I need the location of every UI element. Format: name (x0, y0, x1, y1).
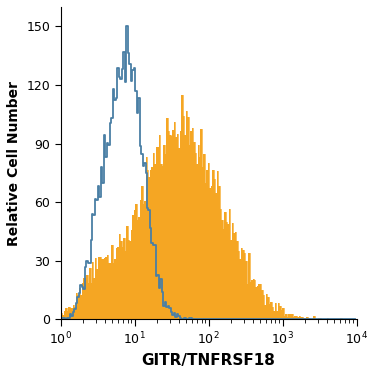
Y-axis label: Relative Cell Number: Relative Cell Number (7, 81, 21, 246)
X-axis label: GITR/TNFRSF18: GITR/TNFRSF18 (142, 353, 276, 368)
